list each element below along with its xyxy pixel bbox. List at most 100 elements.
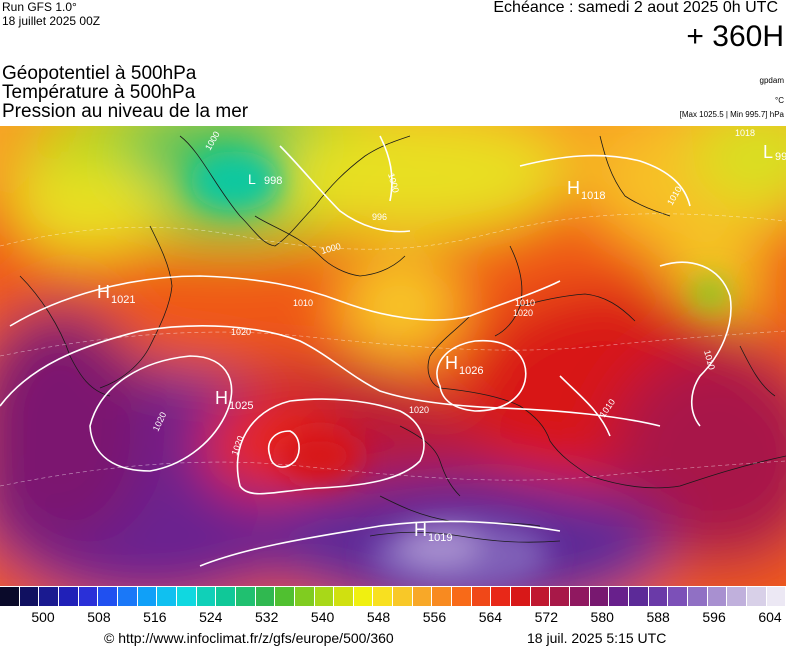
color-scale-tick-label: 540 bbox=[310, 609, 335, 625]
color-swatch bbox=[235, 587, 256, 606]
low-value: 998 bbox=[264, 175, 282, 187]
color-swatch bbox=[707, 587, 728, 606]
isobar-label: 1010 bbox=[293, 298, 313, 308]
high-value: 1026 bbox=[459, 365, 483, 377]
color-swatch bbox=[353, 587, 374, 606]
unit-temperature: °C bbox=[775, 96, 784, 105]
run-info: Run GFS 1.0° 18 juillet 2025 00Z bbox=[2, 0, 100, 28]
color-swatch bbox=[452, 587, 472, 606]
model-name: Run GFS 1.0° bbox=[2, 0, 77, 14]
color-swatch bbox=[216, 587, 236, 606]
color-scale-ticks: 500 508 516 524 532 540 548 556 564 572 580 588 596 6… bbox=[0, 609, 786, 627]
color-swatch bbox=[78, 587, 99, 606]
valid-time: Echéance : samedi 2 aout 2025 0h UTC bbox=[493, 0, 778, 16]
coastlines bbox=[19, 135, 786, 543]
color-swatch bbox=[314, 587, 335, 606]
color-swatch bbox=[58, 587, 79, 606]
color-swatch bbox=[334, 587, 354, 606]
high-marker: H bbox=[414, 520, 427, 540]
title-pressure: Pression au niveau de la mer bbox=[2, 101, 249, 122]
high-1018-label: H 1018 bbox=[567, 178, 605, 202]
high-marker: H bbox=[215, 388, 228, 408]
isobar-label: 1020 bbox=[409, 405, 429, 415]
color-swatch bbox=[0, 587, 20, 606]
map-titles: Géopotentiel à 500hPa Température à 500h… bbox=[2, 64, 248, 121]
temperature-isotherms bbox=[0, 213, 786, 487]
title-geopotential: Géopotentiel à 500hPa bbox=[2, 63, 197, 84]
pressure-centers: H 1018 H 1021 H 1026 H 1025 H 1019 L 998 bbox=[97, 142, 786, 544]
high-1021-label: H 1021 bbox=[97, 282, 135, 306]
color-scale-tick-label: 500 bbox=[31, 609, 55, 625]
color-scale-tick-label: 524 bbox=[199, 609, 223, 625]
unit-pressure-range: [Max 1025.5 | Min 995.7] hPa bbox=[679, 110, 784, 119]
color-swatch bbox=[511, 587, 531, 606]
color-swatch bbox=[530, 587, 551, 606]
map-canvas: H 1018 H 1021 H 1026 H 1025 H 1019 L 998 bbox=[0, 126, 786, 586]
high-marker: H bbox=[445, 353, 458, 373]
isobar-label: 1010 bbox=[515, 298, 535, 308]
color-scale-tick-label: 596 bbox=[702, 609, 726, 625]
color-scale-tick-label: 572 bbox=[534, 609, 558, 625]
color-swatch bbox=[157, 587, 177, 606]
low-marker: L bbox=[763, 142, 773, 162]
color-scale-tick-label: 548 bbox=[366, 609, 391, 625]
weather-map: H 1018 H 1021 H 1026 H 1025 H 1019 L 998 bbox=[0, 126, 786, 586]
color-scale-bar bbox=[0, 587, 786, 606]
color-swatch bbox=[196, 587, 217, 606]
color-swatch bbox=[629, 587, 649, 606]
isobar-label: 996 bbox=[372, 212, 387, 222]
color-swatch bbox=[766, 587, 786, 606]
color-swatch bbox=[176, 587, 197, 606]
color-swatch bbox=[137, 587, 158, 606]
high-1026-label: H 1026 bbox=[445, 353, 483, 377]
color-swatch bbox=[687, 587, 708, 606]
color-swatch bbox=[471, 587, 492, 606]
color-swatch bbox=[255, 587, 276, 606]
forecast-range: + 360H bbox=[686, 20, 784, 53]
generated-timestamp: 18 juil. 2025 5:15 UTC bbox=[527, 630, 667, 646]
color-swatch bbox=[550, 587, 571, 606]
color-swatch bbox=[393, 587, 413, 606]
color-scale-tick-label: 604 bbox=[758, 609, 782, 625]
isobar-label: 1018 bbox=[735, 128, 755, 138]
high-value: 1025 bbox=[229, 400, 253, 412]
geopotential-cores bbox=[190, 151, 728, 586]
color-swatch bbox=[648, 587, 669, 606]
low-value: 99 bbox=[775, 151, 786, 163]
low-marker: L bbox=[248, 171, 256, 187]
color-scale-tick-label: 532 bbox=[255, 609, 279, 625]
color-swatch bbox=[668, 587, 688, 606]
title-temperature: Température à 500hPa bbox=[2, 82, 196, 103]
high-marker: H bbox=[97, 282, 110, 302]
color-swatch bbox=[746, 587, 767, 606]
color-swatch bbox=[432, 587, 453, 606]
unit-geopotential: gpdam bbox=[759, 76, 784, 85]
color-swatch bbox=[275, 587, 295, 606]
color-swatch bbox=[117, 587, 138, 606]
high-value: 1018 bbox=[581, 190, 605, 202]
run-date: 18 juillet 2025 00Z bbox=[2, 14, 101, 28]
color-swatch bbox=[491, 587, 512, 606]
color-swatch bbox=[570, 587, 590, 606]
isobars bbox=[0, 135, 732, 567]
color-swatch bbox=[727, 587, 747, 606]
color-swatch bbox=[39, 587, 59, 606]
high-1019-label: H 1019 bbox=[414, 520, 452, 544]
color-scale-tick-label: 580 bbox=[590, 609, 614, 625]
high-value: 1021 bbox=[111, 294, 135, 306]
isobar-label: 1020 bbox=[231, 327, 251, 337]
high-value: 1019 bbox=[428, 532, 452, 544]
isobar-label: 1020 bbox=[513, 308, 533, 318]
high-marker: H bbox=[567, 178, 580, 198]
low-998-label: L 998 bbox=[248, 171, 282, 187]
low-99-label: L 99 bbox=[763, 142, 786, 163]
color-scale-tick-label: 556 bbox=[422, 609, 447, 625]
color-scale-tick-label: 508 bbox=[87, 609, 111, 625]
color-swatch bbox=[98, 587, 118, 606]
color-swatch bbox=[19, 587, 40, 606]
color-swatch bbox=[294, 587, 315, 606]
color-scale-tick-label: 564 bbox=[478, 609, 503, 625]
color-swatch bbox=[589, 587, 610, 606]
high-1025-label: H 1025 bbox=[215, 388, 253, 412]
color-swatch bbox=[609, 587, 629, 606]
